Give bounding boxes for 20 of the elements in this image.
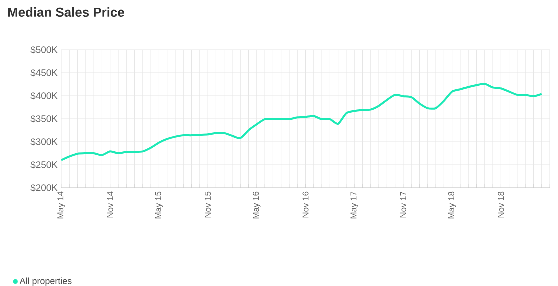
y-tick-label: $450K [30,69,58,77]
x-tick-label: May 17 [350,192,358,219]
x-tick-label: May 18 [448,192,456,219]
x-tick-label: Nov 17 [400,192,406,218]
y-tick-label: $200K [30,184,58,192]
x-tick-label: Nov 18 [498,192,504,218]
x-tick-label: May 14 [58,192,66,219]
y-tick-label: $300K [30,138,58,146]
y-tick-label: $350K [30,115,58,123]
x-tick-label: May 15 [155,192,163,219]
y-tick-label: $250K [30,161,58,169]
line-series [60,83,543,162]
chart-title: Median Sales Price [8,8,124,18]
x-tick-label: May 16 [253,192,261,219]
y-tick-label: $400K [30,92,58,100]
y-tick-label: $500K [30,46,58,54]
x-tick-label: Nov 15 [205,192,212,218]
legend-label: All properties [20,278,72,286]
x-tick-label: Nov 14 [107,192,114,218]
x-tick-label: Nov 16 [302,192,309,218]
